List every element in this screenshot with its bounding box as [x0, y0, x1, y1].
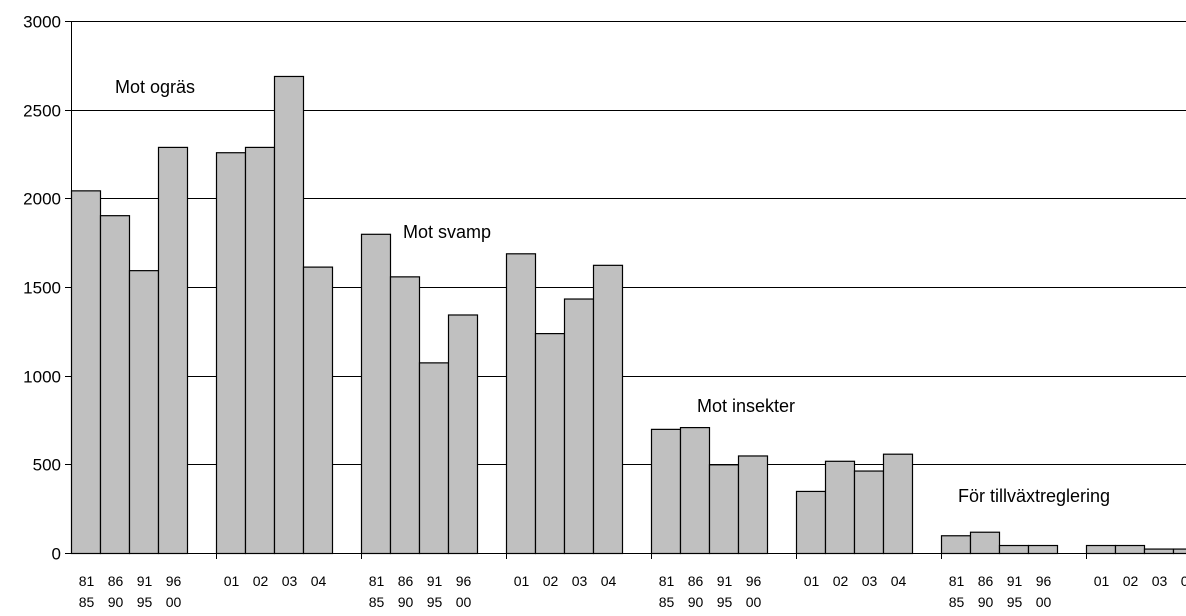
x-tick-label: 03: [282, 573, 298, 589]
x-tick-label: 86: [398, 573, 414, 589]
x-tick-label: 96: [1036, 573, 1052, 589]
bar: [971, 532, 1000, 553]
y-tick-label: 500: [33, 456, 61, 475]
y-tick-label: 2000: [23, 190, 61, 209]
bar: [565, 299, 594, 553]
x-tick-label: 86: [978, 573, 994, 589]
group-label: Mot svamp: [403, 222, 491, 242]
x-tick-label: 02: [1123, 573, 1139, 589]
x-tick-label: 81: [949, 573, 965, 589]
x-tick-label: 96: [166, 573, 182, 589]
x-tick-label: 02: [543, 573, 559, 589]
bar: [681, 428, 710, 554]
y-tick-label: 1000: [23, 368, 61, 387]
x-tick-label: 04: [601, 573, 617, 589]
group-label: För tillväxtreglering: [958, 486, 1110, 506]
x-tick-label: 01: [224, 573, 240, 589]
x-tick-label: 95: [427, 594, 443, 610]
x-tick-label: 95: [1007, 594, 1023, 610]
x-tick-label: 04: [311, 573, 327, 589]
bar: [362, 234, 391, 553]
bar: [101, 216, 130, 554]
x-tick-label: 81: [369, 573, 385, 589]
x-tick-label: 81: [659, 573, 675, 589]
x-tick-label: 90: [108, 594, 124, 610]
x-tick-label: 85: [949, 594, 965, 610]
x-tick-label: 01: [514, 573, 530, 589]
x-tick-label: 02: [253, 573, 269, 589]
x-tick-label: 03: [1152, 573, 1168, 589]
bar: [1087, 546, 1116, 554]
x-tick-label: 85: [659, 594, 675, 610]
x-tick-label: 01: [804, 573, 820, 589]
bar: [1145, 549, 1174, 553]
x-tick-label: 91: [137, 573, 153, 589]
x-tick-label: 90: [398, 594, 414, 610]
bar: [594, 265, 623, 553]
bar: [507, 254, 536, 554]
bar: [304, 267, 333, 553]
bar: [855, 471, 884, 553]
x-tick-label: 00: [166, 594, 182, 610]
bar-layer: [72, 76, 1186, 553]
bar: [1029, 546, 1058, 554]
x-tick-label: 90: [978, 594, 994, 610]
bar: [130, 271, 159, 554]
x-tick-label: 03: [862, 573, 878, 589]
bar: [1000, 546, 1029, 554]
x-tick-label: 00: [746, 594, 762, 610]
x-tick-label: 95: [137, 594, 153, 610]
bar: [1116, 546, 1145, 554]
x-tick-label: 04: [891, 573, 907, 589]
bar: [246, 147, 275, 553]
bar: [72, 191, 101, 554]
bar: [826, 461, 855, 553]
bar: [1174, 549, 1186, 553]
x-tick-label: 02: [833, 573, 849, 589]
bar: [942, 536, 971, 554]
bar: [449, 315, 478, 554]
y-tick-label: 0: [52, 545, 61, 564]
bar: [652, 429, 681, 553]
x-tick-label: 01: [1094, 573, 1110, 589]
bar: [275, 76, 304, 553]
bar: [739, 456, 768, 554]
group-label: Mot insekter: [697, 396, 795, 416]
bar: [710, 465, 739, 554]
x-tick-label: 03: [572, 573, 588, 589]
x-tick-label: 04: [1181, 573, 1186, 589]
bar: [217, 153, 246, 554]
x-tick-label: 00: [1036, 594, 1052, 610]
x-tick-label: 86: [108, 573, 124, 589]
group-label: Mot ogräs: [115, 77, 195, 97]
y-tick-label: 1500: [23, 279, 61, 298]
x-tick-label: 85: [79, 594, 95, 610]
x-tick-label: 91: [1007, 573, 1023, 589]
x-tick-label: 91: [717, 573, 733, 589]
x-tick-label: 96: [456, 573, 472, 589]
x-tick-label: 96: [746, 573, 762, 589]
x-tick-label: 00: [456, 594, 472, 610]
bar: [420, 363, 449, 554]
bar: [159, 147, 188, 553]
x-tick-label: 81: [79, 573, 95, 589]
x-tick-label: 86: [688, 573, 704, 589]
x-tick-label: 85: [369, 594, 385, 610]
bar: [536, 334, 565, 554]
x-tick-label: 91: [427, 573, 443, 589]
bar: [391, 277, 420, 554]
y-tick-label: 2500: [23, 102, 61, 121]
x-tick-label: 90: [688, 594, 704, 610]
bar: [797, 491, 826, 553]
y-tick-label: 3000: [23, 13, 61, 32]
bar: [884, 454, 913, 553]
x-tick-label: 95: [717, 594, 733, 610]
